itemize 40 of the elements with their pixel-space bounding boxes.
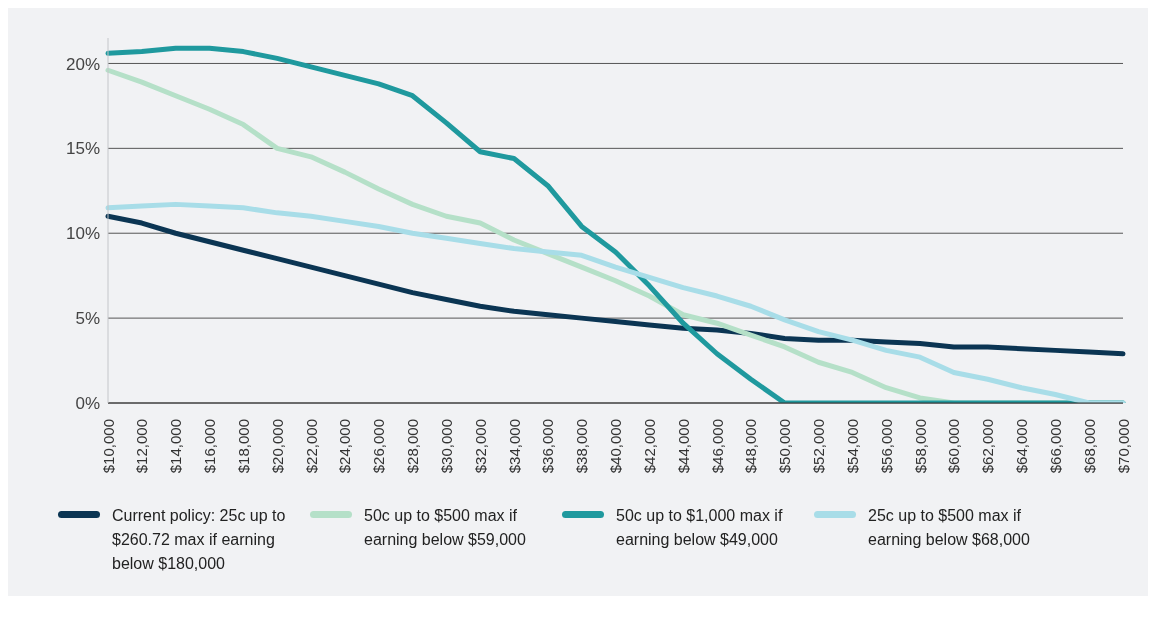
x-tick-label: $22,000 bbox=[302, 419, 320, 474]
y-tick-label: 15% bbox=[65, 139, 100, 159]
x-tick-label: $32,000 bbox=[471, 419, 489, 474]
x-tick-label: $24,000 bbox=[336, 419, 354, 474]
y-tick-label: 20% bbox=[65, 54, 100, 74]
x-tick-label: $42,000 bbox=[640, 419, 658, 474]
x-tick-label: $40,000 bbox=[607, 419, 624, 474]
x-tick-label: $44,000 bbox=[674, 419, 692, 474]
y-tick-label: 5% bbox=[75, 309, 100, 329]
x-tick-label: $20,000 bbox=[268, 419, 286, 474]
legend-label: Current policy: 25c up to $260.72 max if earning below $180,000 bbox=[112, 506, 287, 574]
x-tick-label: $12,000 bbox=[133, 419, 151, 474]
x-tick-label: $28,000 bbox=[404, 419, 421, 474]
y-tick-label: 0% bbox=[75, 394, 100, 414]
x-tick-label: $26,000 bbox=[370, 419, 388, 474]
x-tick-label: $36,000 bbox=[539, 419, 557, 474]
x-tick-label: $56,000 bbox=[877, 419, 895, 474]
x-tick-label: $52,000 bbox=[810, 419, 827, 474]
x-tick-label: $16,000 bbox=[201, 419, 218, 474]
x-tick-label: $14,000 bbox=[167, 419, 185, 474]
x-tick-label: $70,000 bbox=[1114, 419, 1132, 474]
x-tick-label: $64,000 bbox=[1013, 419, 1030, 474]
x-tick-label: $54,000 bbox=[843, 419, 861, 474]
x-tick-label: $46,000 bbox=[708, 419, 726, 474]
legend-label: 25c up to $500 max if earning below $68,000 bbox=[868, 506, 1031, 550]
x-tick-label: $50,000 bbox=[776, 419, 794, 474]
legend-label: 50c up to $500 max if earning below $59,000 bbox=[364, 506, 527, 550]
x-tick-label: $30,000 bbox=[437, 419, 455, 474]
x-tick-label: $60,000 bbox=[945, 419, 963, 474]
x-tick-label: $58,000 bbox=[911, 419, 929, 474]
x-tick-label: $48,000 bbox=[742, 419, 760, 474]
x-tick-label: $62,000 bbox=[979, 419, 997, 474]
x-tick-label: $18,000 bbox=[234, 419, 252, 474]
x-tick-label: $38,000 bbox=[573, 419, 591, 474]
x-tick-label: $68,000 bbox=[1080, 419, 1098, 474]
x-tick-label: $34,000 bbox=[505, 419, 523, 474]
x-tick-label: $10,000 bbox=[99, 419, 117, 474]
x-tick-label: $66,000 bbox=[1046, 419, 1064, 474]
y-tick-label: 10% bbox=[65, 224, 100, 244]
legend-label: 50c up to $1,000 max if earning below $49,000 bbox=[616, 506, 784, 550]
